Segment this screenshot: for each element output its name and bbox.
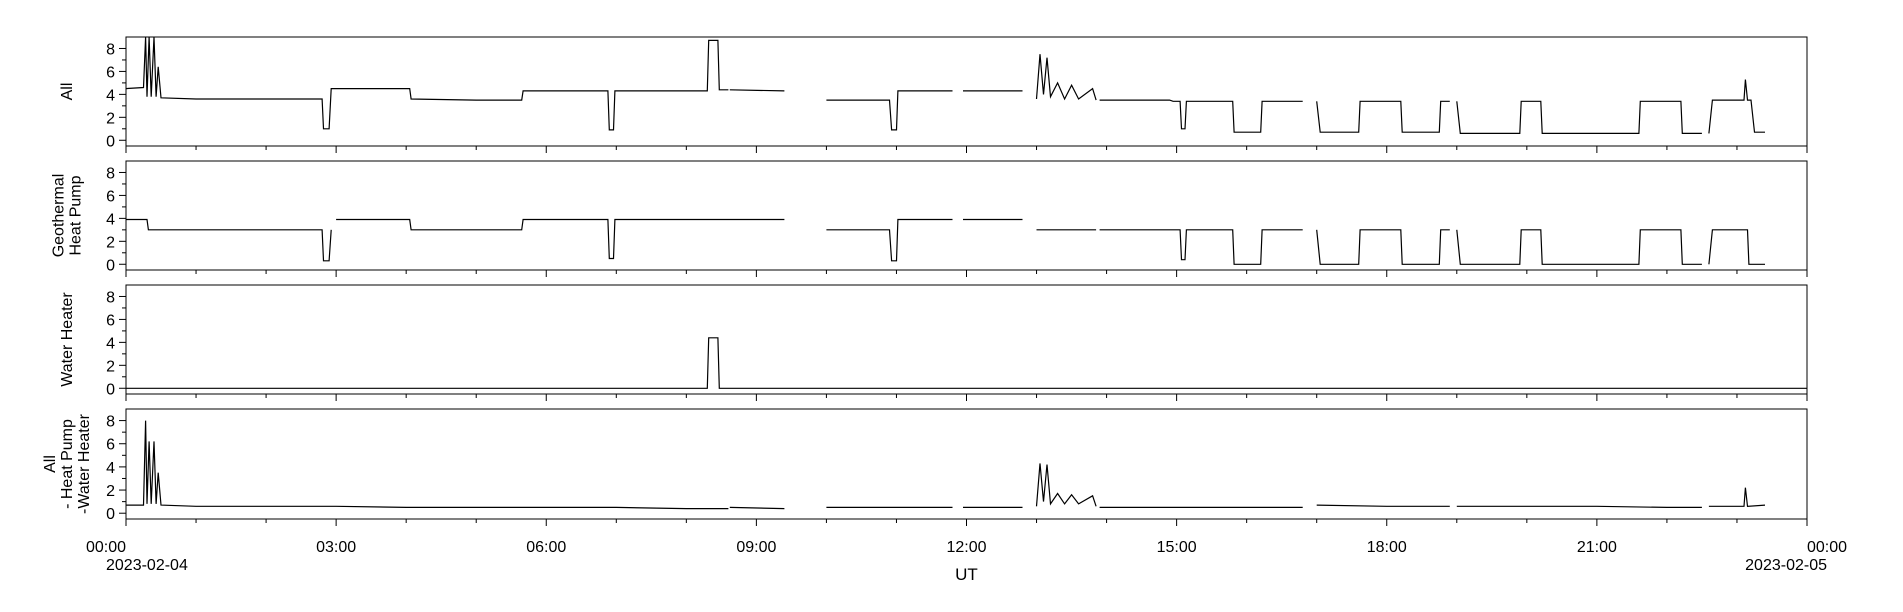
x-tick-label: 09:00: [736, 539, 776, 556]
panel-ylabel: -Water Heater: [76, 413, 93, 514]
x-tick-sublabel: 2023-02-04: [106, 557, 188, 574]
y-tick-label: 2: [106, 483, 115, 500]
y-tick-label: 4: [106, 211, 115, 228]
y-tick-label: 0: [106, 381, 115, 398]
y-tick-label: 2: [106, 234, 115, 251]
x-tick-label: 06:00: [526, 539, 566, 556]
series-line: [126, 337, 1807, 389]
x-tick-label: 15:00: [1157, 539, 1197, 556]
series-line: [125, 36, 1765, 134]
y-tick-label: 8: [106, 414, 115, 431]
panel-ylabel: Heat Pump: [68, 175, 85, 255]
y-tick-label: 6: [106, 437, 115, 454]
x-tick-label: 21:00: [1577, 539, 1617, 556]
y-tick-label: 4: [106, 87, 115, 104]
panel-ylabel: Water Heater: [59, 292, 76, 387]
y-tick-label: 6: [106, 188, 115, 205]
series-line: [126, 218, 1765, 265]
y-tick-label: 2: [106, 110, 115, 127]
y-tick-label: 8: [106, 289, 115, 306]
x-tick-label: 00:00: [86, 539, 126, 556]
x-tick-label: 18:00: [1367, 539, 1407, 556]
x-tick-label: 00:00: [1807, 539, 1847, 556]
x-tick-label: 03:00: [316, 539, 356, 556]
x-tick-sublabel: 2023-02-05: [1745, 557, 1827, 574]
y-tick-label: 0: [106, 506, 115, 523]
y-tick-label: 0: [106, 133, 115, 150]
series-line: [126, 420, 1766, 510]
y-tick-label: 6: [106, 312, 115, 329]
y-tick-label: 8: [106, 41, 115, 58]
y-tick-label: 4: [106, 460, 115, 477]
panel-ylabel: All: [59, 83, 76, 101]
y-tick-label: 6: [106, 64, 115, 81]
y-tick-label: 8: [106, 165, 115, 182]
panel-frame: [125, 284, 1808, 395]
x-tick-label: 12:00: [946, 539, 986, 556]
y-tick-label: 4: [106, 335, 115, 352]
panel-ylabel: Geothermal: [51, 174, 68, 258]
y-tick-label: 0: [106, 257, 115, 274]
panel-ylabel: All: [42, 455, 59, 473]
panel-frame: [125, 160, 1808, 271]
panel-frame: [125, 408, 1808, 520]
x-axis-title: UT: [955, 565, 978, 584]
panel-ylabel: - Heat Pump: [59, 419, 76, 509]
y-tick-label: 2: [106, 358, 115, 375]
